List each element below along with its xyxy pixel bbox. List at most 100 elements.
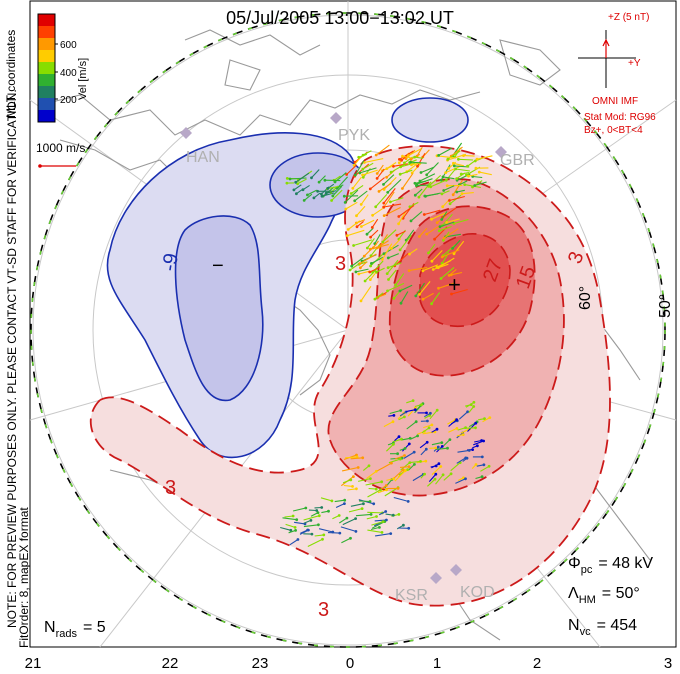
- velocity-vector: [414, 156, 424, 159]
- velocity-vector: [414, 188, 423, 196]
- velocity-vector: [412, 473, 424, 482]
- vector-origin-dot: [421, 297, 425, 301]
- velocity-vector: [389, 409, 401, 415]
- velocity-vector: [417, 153, 426, 167]
- velocity-vector: [452, 239, 461, 249]
- velocity-vector: [360, 285, 372, 302]
- vector-origin-dot: [292, 188, 296, 192]
- map-stats: Φpc = 48 kV ΛHM = 50° Nvc = 454 Nrads = 5: [44, 555, 653, 640]
- vector-origin-dot: [386, 289, 389, 293]
- map-title: 05/Jul/2005 13:00−13:02 UT: [226, 8, 454, 28]
- scale-vector-label: 1000 m/s: [36, 141, 85, 155]
- vector-origin-dot: [356, 466, 360, 469]
- vector-origin-dot: [421, 269, 425, 273]
- vector-origin-dot: [374, 153, 378, 157]
- mlt-tick-0: 0: [346, 655, 354, 672]
- velocity-vector: [450, 146, 463, 157]
- vector-origin-dot: [397, 161, 401, 165]
- vector-origin-dot: [437, 154, 440, 157]
- vector-origin-dot: [285, 181, 289, 185]
- vector-origin-dot: [317, 180, 321, 184]
- velocity-vector: [352, 176, 362, 189]
- vector-origin-dot: [406, 468, 409, 471]
- vector-origin-dot: [471, 448, 474, 451]
- imf-y-label: +Y: [628, 58, 641, 69]
- colorbar-tick-400: 400: [60, 68, 77, 79]
- velocity-vector: [448, 427, 458, 433]
- vector-origin-dot: [416, 434, 419, 438]
- velocity-vector: [294, 521, 306, 525]
- velocity-vector: [443, 185, 455, 192]
- vector-origin-dot: [437, 286, 440, 290]
- velocity-vector: [439, 221, 455, 228]
- vector-origin-dot: [378, 526, 381, 529]
- vector-origin-dot: [352, 244, 355, 247]
- velocity-vector: [303, 524, 319, 528]
- vector-origin-dot: [474, 463, 478, 466]
- vector-origin-dot: [396, 452, 399, 456]
- vector-origin-dot: [455, 177, 458, 181]
- vector-origin-dot: [320, 194, 324, 198]
- vector-origin-dot: [295, 518, 299, 522]
- velocity-vector: [360, 194, 369, 205]
- vector-origin-dot: [389, 532, 393, 535]
- velocity-vector: [403, 451, 415, 459]
- vector-origin-dot: [401, 154, 404, 158]
- svg-text:Φpc= 48 kV: Φpc = 48 kV: [568, 555, 653, 576]
- velocity-vector: [409, 266, 428, 272]
- colorbar-tick-200: 200: [60, 95, 77, 106]
- vector-origin-dot: [480, 439, 483, 442]
- velocity-vector: [442, 176, 455, 180]
- velocity-vector: [354, 160, 365, 176]
- vector-origin-dot: [480, 455, 484, 459]
- vector-origin-dot: [408, 252, 411, 256]
- velocity-vector: [408, 148, 422, 157]
- vector-origin-dot: [447, 274, 451, 277]
- velocity-vector: [297, 178, 307, 185]
- mlt-tick-2: 2: [533, 655, 541, 672]
- vector-origin-dot: [361, 175, 365, 179]
- velocity-vector: [435, 447, 448, 450]
- vector-origin-dot: [355, 214, 358, 218]
- velocity-vector: [387, 179, 402, 193]
- velocity-vector: [458, 411, 468, 420]
- velocity-vector: [456, 457, 466, 464]
- velocity-vector: [424, 193, 439, 197]
- vector-origin-dot: [463, 183, 467, 187]
- vector-origin-dot: [442, 189, 446, 192]
- velocity-vector: [289, 177, 307, 180]
- velocity-vector: [399, 284, 413, 292]
- velocity-vector: [375, 533, 391, 537]
- vector-origin-dot: [472, 400, 476, 404]
- velocity-vector: [441, 249, 460, 258]
- lat-label-60: 60°: [577, 286, 594, 310]
- velocity-vector: [289, 539, 299, 546]
- vector-origin-dot: [483, 417, 486, 421]
- vector-origin-dot: [309, 519, 313, 522]
- vector-origin-dot: [312, 196, 316, 200]
- velocity-vector: [445, 168, 456, 181]
- vector-origin-dot: [361, 456, 365, 460]
- vector-origin-dot: [406, 500, 410, 503]
- vector-origin-dot: [335, 186, 339, 190]
- contour-label-3a: 3: [335, 253, 346, 275]
- imf-condition: Bz+, 0<BT<4: [584, 125, 643, 136]
- imf-z-label: +Z (5 nT): [608, 12, 649, 23]
- velocity-vector: [421, 427, 430, 434]
- vector-origin-dot: [430, 217, 433, 221]
- velocity-vector: [428, 174, 442, 187]
- vector-origin-dot: [442, 238, 445, 242]
- velocity-vector: [370, 252, 385, 267]
- velocity-vector: [331, 189, 343, 201]
- vector-origin-dot: [324, 191, 328, 195]
- velocity-vector: [382, 229, 397, 243]
- velocity-vector: [362, 169, 378, 176]
- velocity-vector: [433, 263, 449, 271]
- vector-origin-dot: [439, 277, 443, 280]
- mlt-tick-3: 3: [664, 655, 672, 672]
- vector-origin-dot: [390, 461, 393, 465]
- imf-model: Stat Mod: RG96: [584, 112, 656, 123]
- vector-origin-dot: [333, 180, 337, 184]
- vector-origin-dot: [429, 411, 432, 415]
- vector-origin-dot: [439, 465, 443, 468]
